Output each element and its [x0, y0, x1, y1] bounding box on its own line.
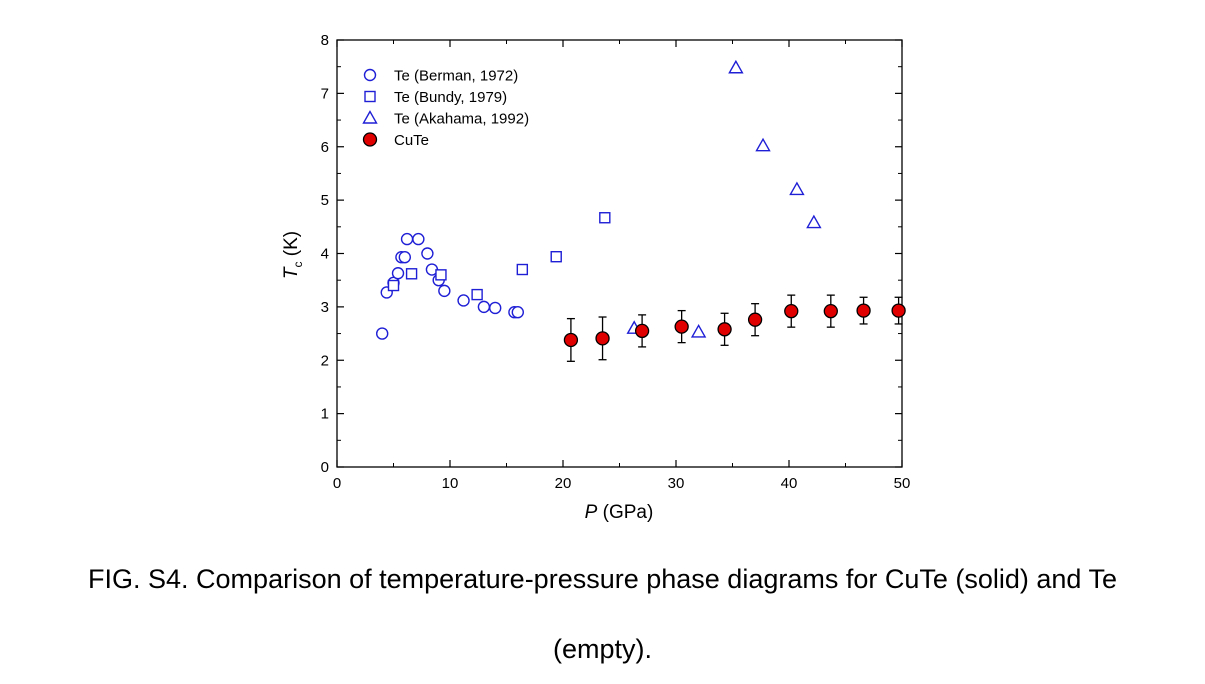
data-point-series-3: [789, 181, 805, 196]
data-point-series-2: [516, 263, 529, 276]
data-point-series-2: [387, 279, 400, 292]
data-marks: [376, 59, 906, 362]
data-point-series-1: [489, 301, 502, 315]
figure-caption-line1: FIG. S4. Comparison of temperature-press…: [88, 564, 1117, 594]
x-tick-label: 40: [781, 475, 798, 492]
data-point-series-3: [806, 214, 822, 229]
x-axis-title-unit: (GPa): [597, 502, 653, 523]
data-point-series-2: [405, 268, 418, 280]
y-tick-label: 8: [321, 32, 329, 49]
legend-marker-2: [364, 90, 376, 103]
data-point-series-4: [784, 303, 799, 319]
x-axis-title-var: P: [585, 502, 598, 523]
data-point-series-1: [412, 232, 425, 246]
figure-caption-line2: (empty).: [552, 634, 652, 664]
legend-marker-4: [362, 132, 378, 147]
axes: 0 10 20 30 40 50 0 1 2 3 4 5 6 7 8: [321, 32, 911, 492]
y-axis-title-unit: (K): [281, 231, 302, 262]
data-point-series-1: [398, 251, 411, 264]
y-tick-label: 7: [321, 85, 329, 102]
data-point-series-4: [747, 312, 763, 327]
data-point-series-2: [435, 269, 447, 281]
y-axis-title: Tc (K): [281, 231, 305, 279]
legend-label-1: Te (Berman, 1972): [394, 68, 518, 85]
y-tick-label: 5: [321, 192, 329, 209]
x-axis-title: P (GPa): [585, 502, 654, 523]
data-point-series-1: [391, 267, 405, 280]
data-point-series-4: [674, 319, 689, 334]
y-tick-label: 0: [321, 459, 329, 476]
legend-label-2: Te (Bundy, 1979): [394, 89, 507, 106]
data-point-series-4: [595, 331, 610, 346]
data-point-series-3: [755, 137, 771, 152]
data-point-series-4: [634, 323, 650, 339]
y-tick-label: 2: [321, 352, 329, 369]
legend: Te (Berman, 1972) Te (Bundy, 1979) Te (Aka…: [362, 68, 529, 149]
y-axis-title-sub: c: [291, 262, 305, 268]
y-tick-label: 6: [321, 139, 329, 156]
data-point-series-1: [438, 284, 451, 298]
x-tick-label: 30: [668, 475, 685, 492]
legend-label-4: CuTe: [394, 132, 429, 149]
legend-marker-1: [363, 68, 377, 82]
x-tick-label: 0: [333, 475, 341, 492]
data-point-series-1: [477, 300, 491, 314]
data-point-series-1: [457, 294, 470, 307]
data-point-series-3: [728, 59, 744, 74]
data-point-series-4: [856, 303, 871, 318]
data-point-series-1: [421, 247, 434, 260]
data-point-series-2: [599, 212, 611, 224]
legend-label-3: Te (Akahama, 1992): [394, 111, 529, 128]
y-tick-label: 3: [321, 299, 329, 316]
data-point-series-4: [563, 332, 579, 348]
y-axis-title-var: T: [281, 266, 302, 279]
x-tick-label: 10: [442, 475, 459, 492]
data-point-series-1: [511, 306, 524, 319]
data-point-series-3: [690, 324, 707, 338]
x-tick-label: 20: [555, 475, 572, 492]
y-tick-label: 1: [321, 406, 329, 423]
data-point-series-4: [823, 303, 838, 319]
data-point-series-1: [376, 327, 389, 340]
data-point-series-2: [471, 288, 483, 301]
data-point-series-4: [891, 303, 906, 318]
y-tick-label: 4: [321, 246, 329, 263]
data-point-series-2: [550, 251, 562, 263]
legend-marker-3: [362, 110, 378, 124]
data-point-series-1: [400, 232, 414, 246]
x-tick-label: 50: [894, 475, 911, 492]
data-point-series-4: [717, 322, 732, 337]
